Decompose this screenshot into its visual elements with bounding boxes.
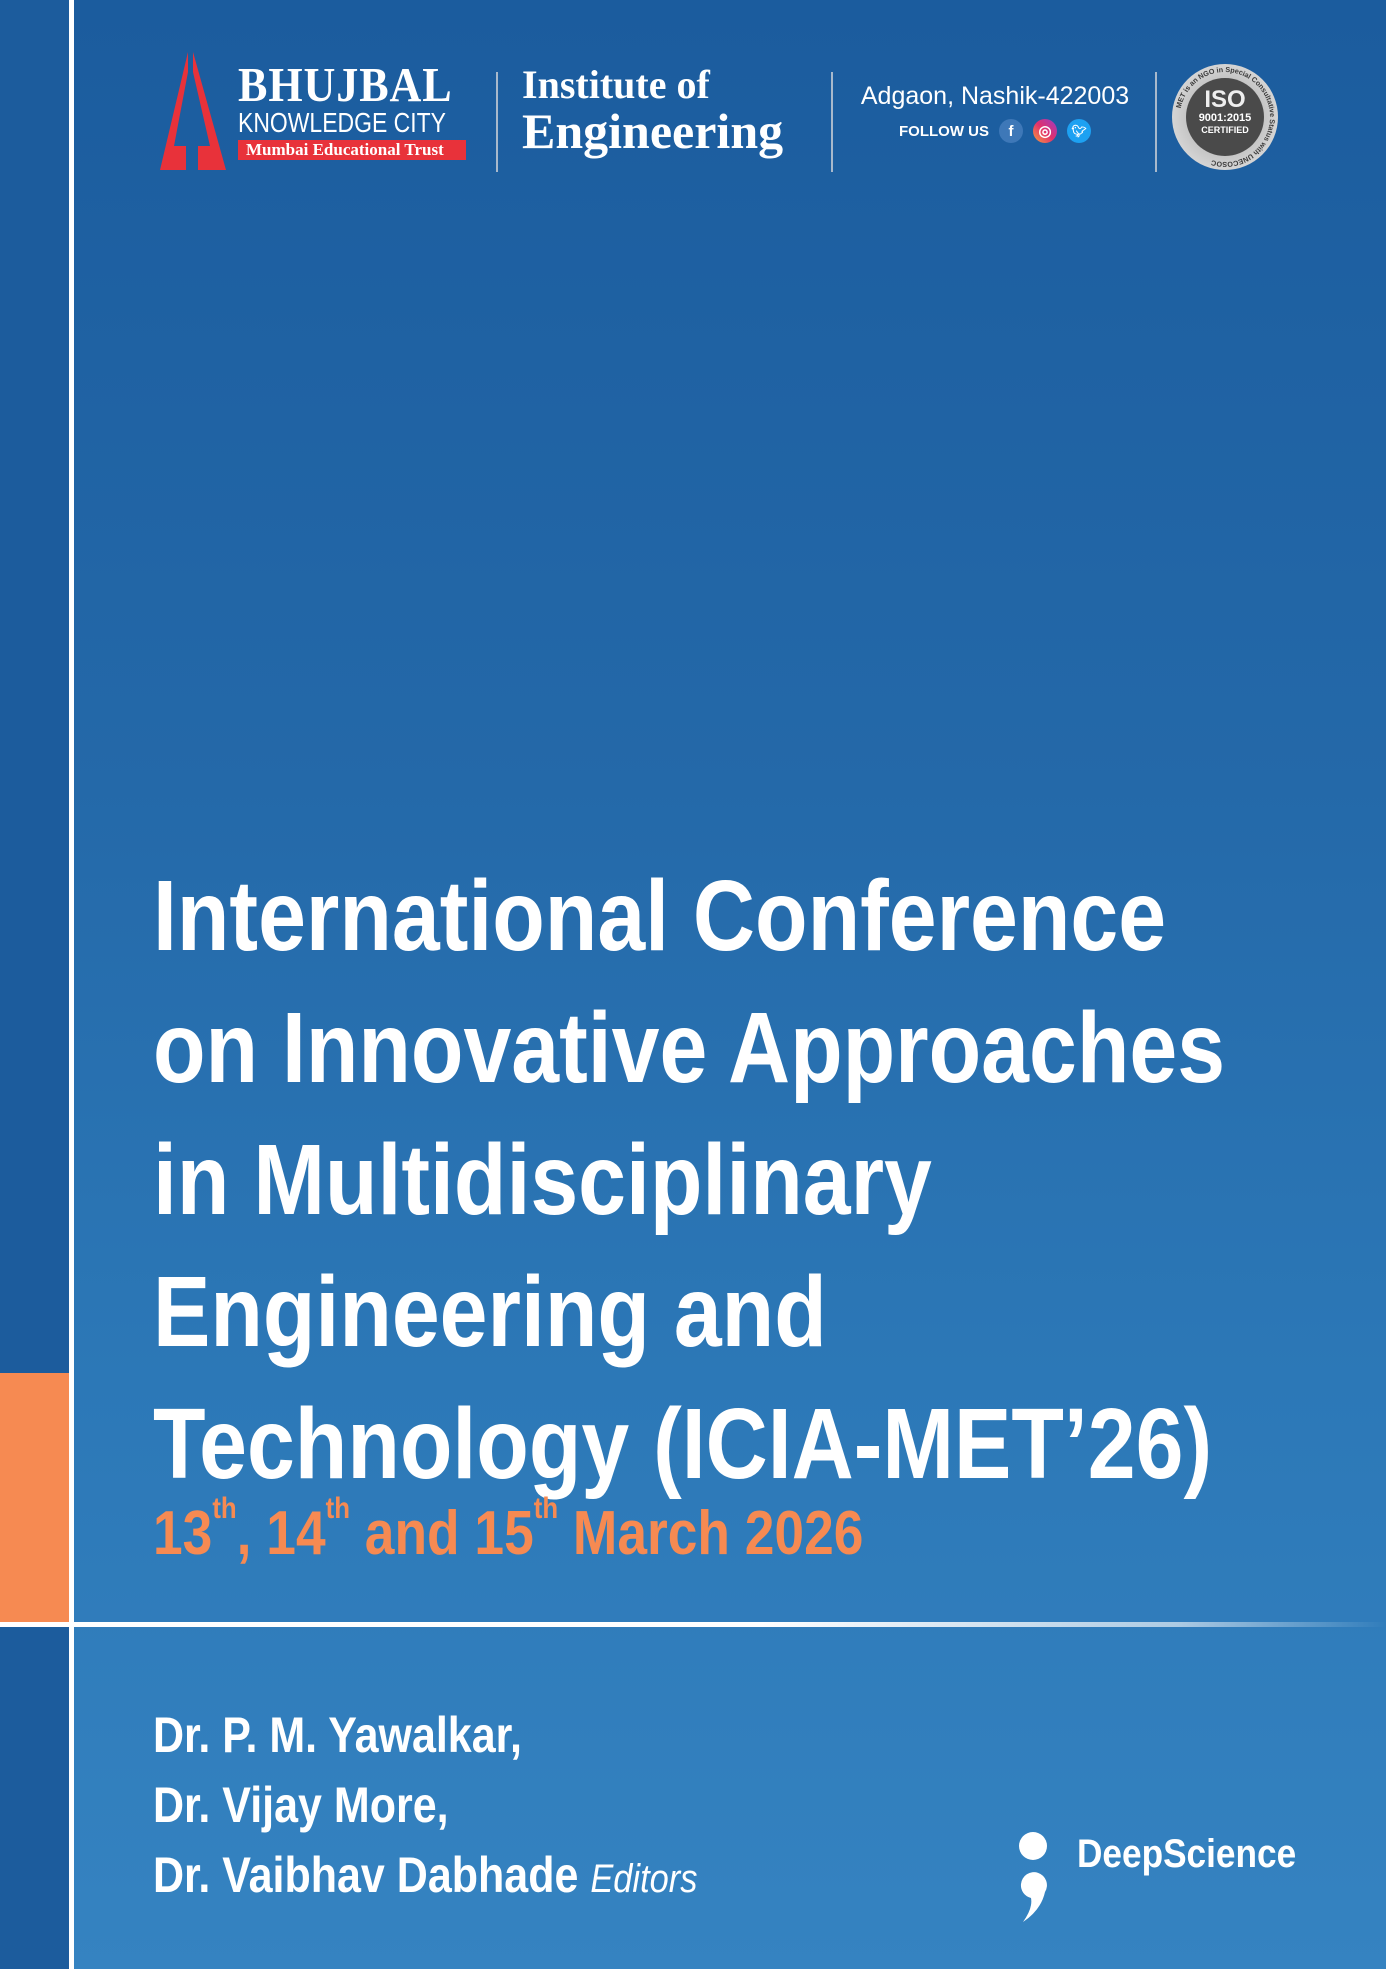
iso-standard: 9001:2015 [1198, 112, 1252, 124]
iso-mark: ISO [1204, 86, 1246, 113]
vertical-divider [69, 0, 74, 1969]
follow-label: FOLLOW US [899, 122, 989, 140]
book-title: International Conference on Innovative A… [153, 850, 1225, 1510]
deepscience-comma-icon [1019, 1832, 1047, 1922]
date-day: 13 [153, 1499, 213, 1568]
editor-name: Dr. P. M. Yawalkar, [153, 1707, 522, 1763]
publisher-name: DeepScience [1077, 1832, 1297, 1876]
brand-sub: KNOWLEDGE CITY [238, 107, 446, 138]
date-suffix: th [533, 1492, 559, 1525]
brand-trust: Mumbai Educational Trust [238, 140, 466, 160]
institute-name: Institute of Engineering [522, 62, 784, 159]
header: BHUJBAL KNOWLEDGE CITY Mumbai Educationa… [160, 52, 1310, 177]
twitter-icon[interactable]: 🐦︎ [1067, 119, 1091, 143]
bhujbal-logo-text: BHUJBAL KNOWLEDGE CITY Mumbai Educationa… [238, 57, 483, 160]
date-separator: , [236, 1499, 267, 1568]
address-block: Adgaon, Nashik-422003 FOLLOW US f ◎ 🐦︎ [850, 82, 1140, 143]
date-suffix: th [325, 1492, 350, 1525]
bhujbal-logo-icon [160, 52, 226, 170]
institute-line1: Institute of [522, 62, 710, 107]
iso-status: CERTIFIED [1201, 125, 1249, 135]
conference-dates: 13th, 14th and 15th March 2026 [153, 1492, 864, 1569]
title-line: International Conference [153, 860, 1167, 972]
date-separator: and [349, 1499, 475, 1568]
iso-badge-icon: MET is an NGO in Special Consultative St… [1172, 64, 1278, 170]
header-separator [1155, 72, 1157, 172]
date-month-year: March 2026 [558, 1499, 864, 1568]
date-day: 15 [474, 1499, 534, 1568]
orange-accent-block [0, 1373, 69, 1622]
address: Adgaon, Nashik-422003 [860, 82, 1130, 110]
title-line: Technology (ICIA-MET’26) [153, 1388, 1213, 1500]
date-suffix: th [212, 1492, 237, 1525]
title-line: on Innovative Approaches [153, 992, 1226, 1104]
follow-us: FOLLOW US f ◎ 🐦︎ [850, 119, 1140, 143]
header-separator [831, 72, 833, 172]
instagram-icon[interactable]: ◎ [1033, 119, 1057, 143]
editor-name: Dr. Vaibhav Dabhade [153, 1847, 579, 1903]
title-line: in Multidisciplinary [153, 1124, 932, 1236]
horizontal-divider [0, 1622, 1386, 1627]
editors: Dr. P. M. Yawalkar, Dr. Vijay More, Dr. … [153, 1700, 697, 1914]
editors-label: Editors [590, 1857, 698, 1901]
header-separator [496, 72, 498, 172]
title-line: Engineering and [153, 1256, 827, 1368]
institute-line2: Engineering [522, 103, 784, 159]
brand-name: BHUJBAL [238, 57, 453, 112]
editor-name: Dr. Vijay More, [153, 1777, 449, 1833]
facebook-icon[interactable]: f [999, 119, 1023, 143]
date-day: 14 [266, 1499, 326, 1568]
publisher-logo: DeepScience [1015, 1830, 1315, 1930]
left-strip [0, 0, 69, 1969]
